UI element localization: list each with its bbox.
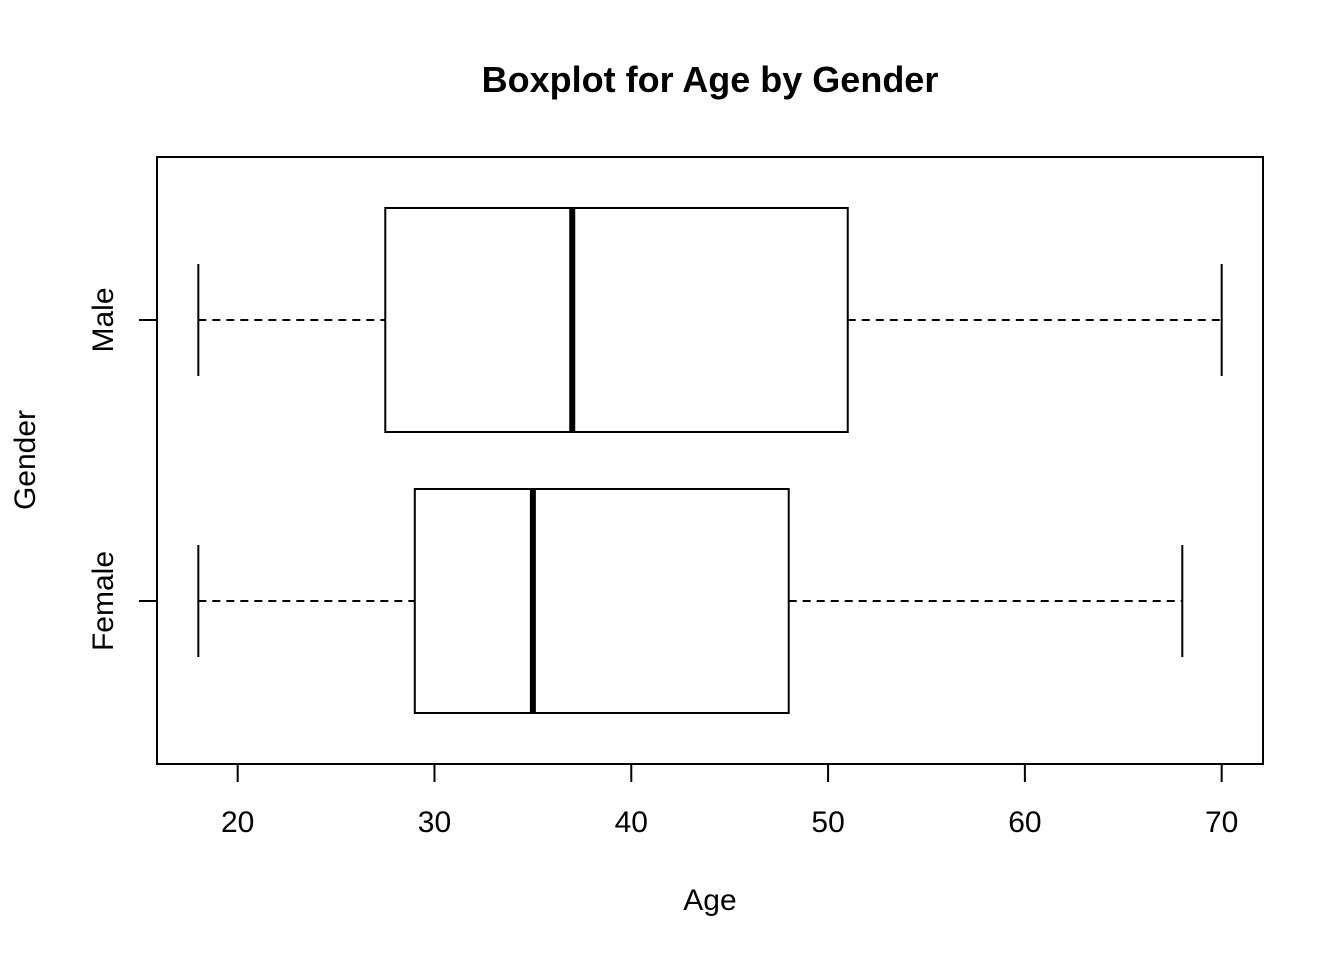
x-axis-label: Age [683,884,736,917]
x-tick-label: 20 [221,806,254,839]
x-tick-label: 30 [418,806,451,839]
chart-title: Boxplot for Age by Gender [482,59,939,100]
y-tick-label-female: Female [87,551,120,651]
x-tick-label: 60 [1008,806,1041,839]
y-tick-label-male: Male [87,287,120,352]
x-tick-label: 70 [1205,806,1238,839]
iqr-box-female [413,488,790,715]
x-tick-label: 50 [811,806,844,839]
box-series [197,206,1223,715]
x-axis: 20 30 40 50 60 70 [221,763,1238,839]
x-tick-label: 40 [615,806,648,839]
y-axis: Female Male [87,287,158,651]
iqr-box-male [384,206,849,433]
y-axis-label: Gender [9,410,42,510]
box-male [197,206,1223,433]
box-female [197,488,1184,715]
